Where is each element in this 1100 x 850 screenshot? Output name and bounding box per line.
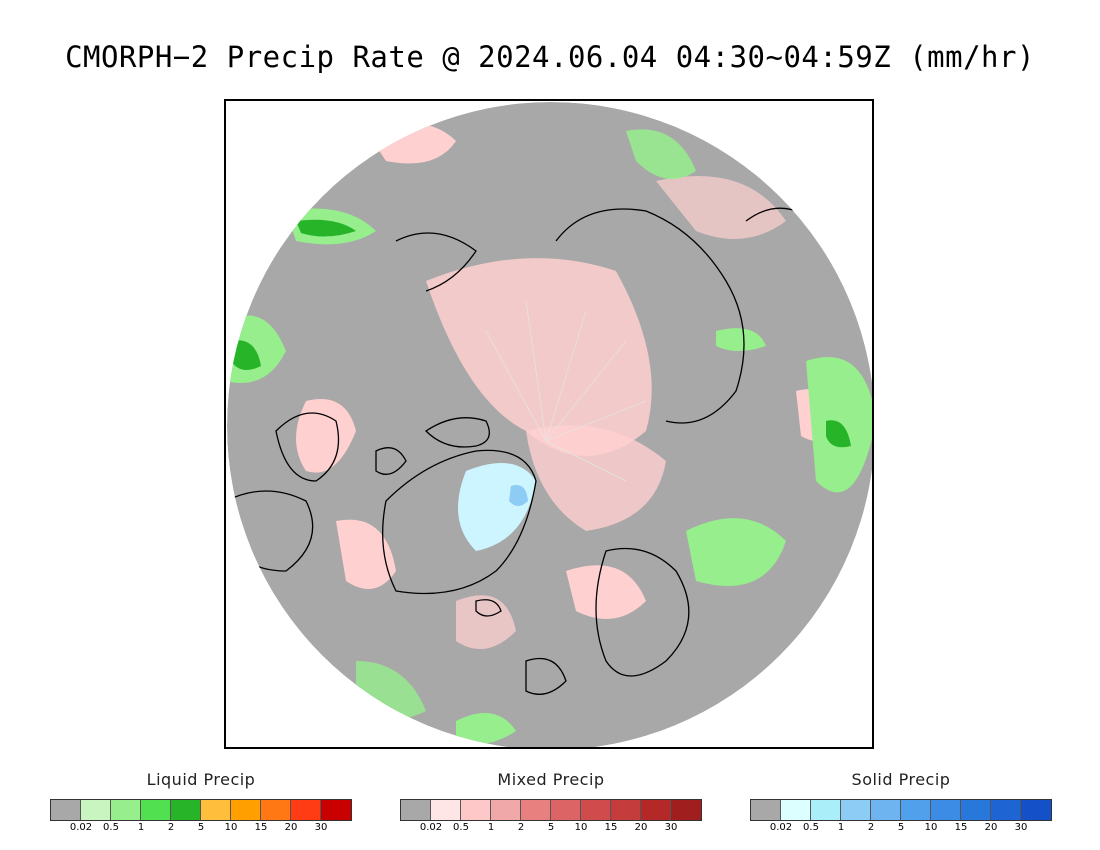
legend-tick-label: 0.5 bbox=[453, 822, 469, 833]
legend-title: Mixed Precip bbox=[497, 770, 605, 789]
legend-colorbar bbox=[750, 799, 1052, 821]
legend-tick-label: 0.5 bbox=[103, 822, 119, 833]
legend-swatch bbox=[171, 800, 201, 820]
legend-swatch bbox=[401, 800, 431, 820]
legend-tick-label: 0.02 bbox=[419, 822, 443, 833]
legend-tick-label: 1 bbox=[487, 822, 495, 833]
legend-swatch bbox=[841, 800, 871, 820]
legend-swatch bbox=[581, 800, 611, 820]
legend-swatch bbox=[291, 800, 321, 820]
legend-swatch bbox=[811, 800, 841, 820]
solid-precip-areas bbox=[458, 463, 536, 551]
legend-swatch bbox=[111, 800, 141, 820]
legend-tick-label: 2 bbox=[167, 822, 175, 833]
legend-title: Liquid Precip bbox=[146, 770, 256, 789]
legend-tick-label: 10 bbox=[924, 822, 938, 833]
legend-tick-label: 1 bbox=[837, 822, 845, 833]
legend-swatch bbox=[521, 800, 551, 820]
legend-tick-label: 30 bbox=[314, 822, 328, 833]
legend-tick-label: 0.5 bbox=[803, 822, 819, 833]
legend-ticks: 0.02 0.5 1 2 5 10 15 20 30 bbox=[750, 822, 1052, 836]
legend-colorbar bbox=[50, 799, 352, 821]
map-title: CMORPH−2 Precip Rate @ 2024.06.04 04:30~… bbox=[65, 40, 1035, 74]
legend-swatch bbox=[491, 800, 521, 820]
legend-tick-label: 15 bbox=[604, 822, 618, 833]
legend-swatch bbox=[991, 800, 1021, 820]
legend-swatch bbox=[871, 800, 901, 820]
legend-tick-label: 10 bbox=[574, 822, 588, 833]
legend-swatch bbox=[81, 800, 111, 820]
legend-tick-label: 10 bbox=[224, 822, 238, 833]
legend-ticks: 0.02 0.5 1 2 5 10 15 20 30 bbox=[50, 822, 352, 836]
legend-tick-label: 5 bbox=[897, 822, 905, 833]
legend-tick-label: 1 bbox=[137, 822, 145, 833]
legend-tick-label: 0.02 bbox=[69, 822, 93, 833]
legend-tick-label: 2 bbox=[517, 822, 525, 833]
polar-map bbox=[224, 99, 874, 749]
legend-swatch bbox=[51, 800, 81, 820]
legend-swatch bbox=[641, 800, 671, 820]
legend-colorbar bbox=[400, 799, 702, 821]
legend-swatch bbox=[321, 800, 351, 820]
legend-tick-label: 20 bbox=[284, 822, 298, 833]
legend-swatch bbox=[261, 800, 291, 820]
legend-tick-label: 5 bbox=[547, 822, 555, 833]
legend-swatch bbox=[1021, 800, 1051, 820]
legend-swatch bbox=[141, 800, 171, 820]
legend-tick-label: 30 bbox=[664, 822, 678, 833]
legend-tick-label: 2 bbox=[867, 822, 875, 833]
legend-swatch bbox=[461, 800, 491, 820]
legend-swatch bbox=[751, 800, 781, 820]
legend-swatch bbox=[901, 800, 931, 820]
heavy-liquid-precip bbox=[231, 219, 851, 448]
legend-swatch bbox=[231, 800, 261, 820]
polar-streaks bbox=[485, 300, 647, 482]
legend-tick-label: 15 bbox=[254, 822, 268, 833]
legend-ticks: 0.02 0.5 1 2 5 10 15 20 30 bbox=[400, 822, 702, 836]
polar-precip-map bbox=[227, 102, 872, 747]
legend-tick-label: 20 bbox=[984, 822, 998, 833]
legend-tick-label: 15 bbox=[954, 822, 968, 833]
legend-swatch bbox=[671, 800, 701, 820]
legend-swatch bbox=[961, 800, 991, 820]
legend-swatch bbox=[201, 800, 231, 820]
legend-swatch bbox=[781, 800, 811, 820]
legend-tick-label: 30 bbox=[1014, 822, 1028, 833]
legend-swatch bbox=[931, 800, 961, 820]
legend-title: Solid Precip bbox=[851, 770, 951, 789]
legend-tick-label: 0.02 bbox=[769, 822, 793, 833]
legend-swatch bbox=[551, 800, 581, 820]
mixed-precip-areas bbox=[296, 123, 846, 649]
legend-tick-label: 5 bbox=[197, 822, 205, 833]
moderate-solid-precip bbox=[509, 485, 528, 506]
legend-swatch bbox=[431, 800, 461, 820]
legend-tick-label: 20 bbox=[634, 822, 648, 833]
legend-swatch bbox=[611, 800, 641, 820]
